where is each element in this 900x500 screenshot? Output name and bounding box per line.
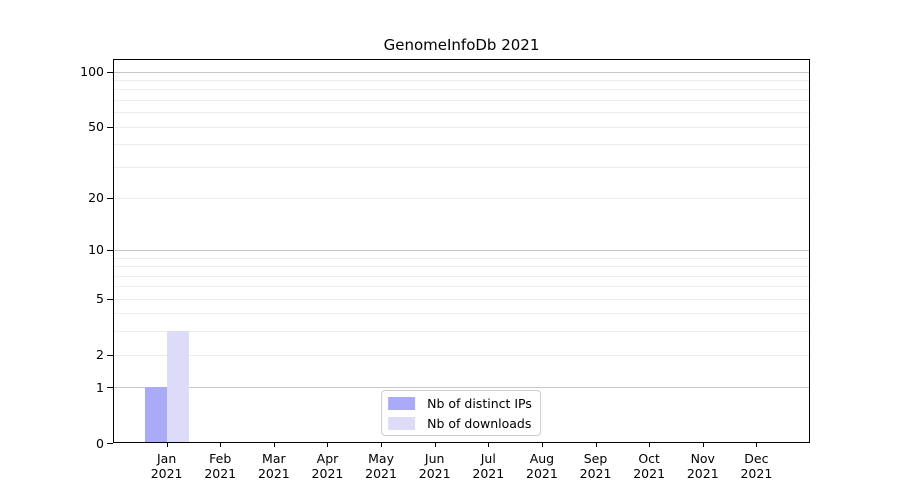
legend-swatch — [388, 396, 416, 410]
x-tick-mark-may — [381, 443, 383, 447]
x-tick-label-oct: Oct 2021 — [633, 451, 666, 481]
x-tick-mark-dec — [756, 443, 758, 447]
x-tick-mark-sep — [595, 443, 597, 447]
y-tick-mark-2 — [107, 354, 113, 356]
y-tick-mark-0 — [107, 443, 113, 444]
y-tick-mark-1 — [107, 387, 113, 389]
x-tick-mark-aug — [541, 443, 543, 447]
legend-swatch — [388, 416, 416, 430]
plot-frame — [113, 59, 810, 443]
y-tick-mark-50 — [107, 126, 113, 128]
y-gridline-minor-90 — [113, 79, 810, 81]
legend-label: Nb of distinct IPs — [427, 395, 532, 411]
x-tick-label-jul: Jul 2021 — [472, 451, 505, 481]
y-gridline-minor-80 — [113, 89, 810, 91]
legend-item-distinct-ips: Nb of distinct IPs — [388, 395, 532, 411]
y-tick-label-5: 5 — [96, 291, 104, 307]
y-gridline-minor-4 — [113, 313, 810, 315]
x-tick-label-feb: Feb 2021 — [204, 451, 237, 481]
x-tick-mark-mar — [273, 443, 275, 447]
y-tick-label-10: 10 — [88, 242, 104, 258]
y-gridline-minor-7 — [113, 275, 810, 277]
bar-jan-downloads — [166, 331, 189, 443]
x-tick-label-jan: Jan 2021 — [150, 451, 183, 481]
x-tick-mark-feb — [220, 443, 222, 447]
y-gridline-minor-3 — [113, 331, 810, 333]
x-tick-label-nov: Nov 2021 — [686, 451, 719, 481]
x-tick-label-jun: Jun 2021 — [418, 451, 451, 481]
y-gridline-minor-20 — [113, 197, 810, 199]
y-tick-label-20: 20 — [88, 190, 104, 206]
y-gridline-minor-5 — [113, 298, 810, 300]
x-tick-mark-jul — [488, 443, 490, 447]
y-gridline-minor-70 — [113, 99, 810, 101]
y-tick-mark-100 — [107, 71, 113, 73]
x-tick-label-aug: Aug 2021 — [526, 451, 558, 481]
y-gridline-minor-30 — [113, 166, 810, 168]
legend-item-downloads: Nb of downloads — [388, 415, 532, 431]
y-gridline-major-100 — [113, 71, 810, 73]
y-gridline-minor-2 — [113, 354, 810, 356]
x-tick-label-mar: Mar 2021 — [257, 451, 290, 481]
x-tick-mark-nov — [702, 443, 704, 447]
y-tick-label-2: 2 — [96, 347, 104, 363]
y-gridline-minor-9 — [113, 257, 810, 259]
y-tick-label-100: 100 — [80, 64, 104, 80]
chart-title: GenomeInfoDb 2021 — [383, 36, 540, 54]
y-tick-label-50: 50 — [88, 119, 104, 135]
y-tick-mark-20 — [107, 197, 113, 199]
x-tick-label-apr: Apr 2021 — [311, 451, 344, 481]
x-tick-label-dec: Dec 2021 — [740, 451, 773, 481]
y-tick-label-1: 1 — [96, 379, 104, 395]
legend-label: Nb of downloads — [427, 415, 532, 431]
legend: Nb of distinct IPs Nb of downloads — [381, 390, 541, 436]
y-gridline-minor-40 — [113, 144, 810, 146]
y-tick-mark-5 — [107, 298, 113, 300]
y-gridline-minor-6 — [113, 286, 810, 288]
x-tick-mark-apr — [327, 443, 329, 447]
y-gridline-minor-8 — [113, 266, 810, 268]
y-gridline-major-1 — [113, 387, 810, 389]
y-gridline-major-10 — [113, 249, 810, 251]
x-tick-label-may: May 2021 — [365, 451, 397, 481]
x-tick-label-sep: Sep 2021 — [579, 451, 612, 481]
bar-jan-distinct-ips — [144, 387, 167, 443]
x-tick-mark-jan — [166, 443, 168, 447]
x-tick-mark-oct — [649, 443, 651, 447]
x-tick-mark-jun — [434, 443, 436, 447]
y-tick-mark-10 — [107, 249, 113, 251]
y-tick-label-0: 0 — [96, 435, 104, 451]
plot-area: Nb of distinct IPs Nb of downloads — [113, 59, 810, 443]
y-gridline-minor-60 — [113, 112, 810, 114]
y-gridline-minor-50 — [113, 126, 810, 128]
